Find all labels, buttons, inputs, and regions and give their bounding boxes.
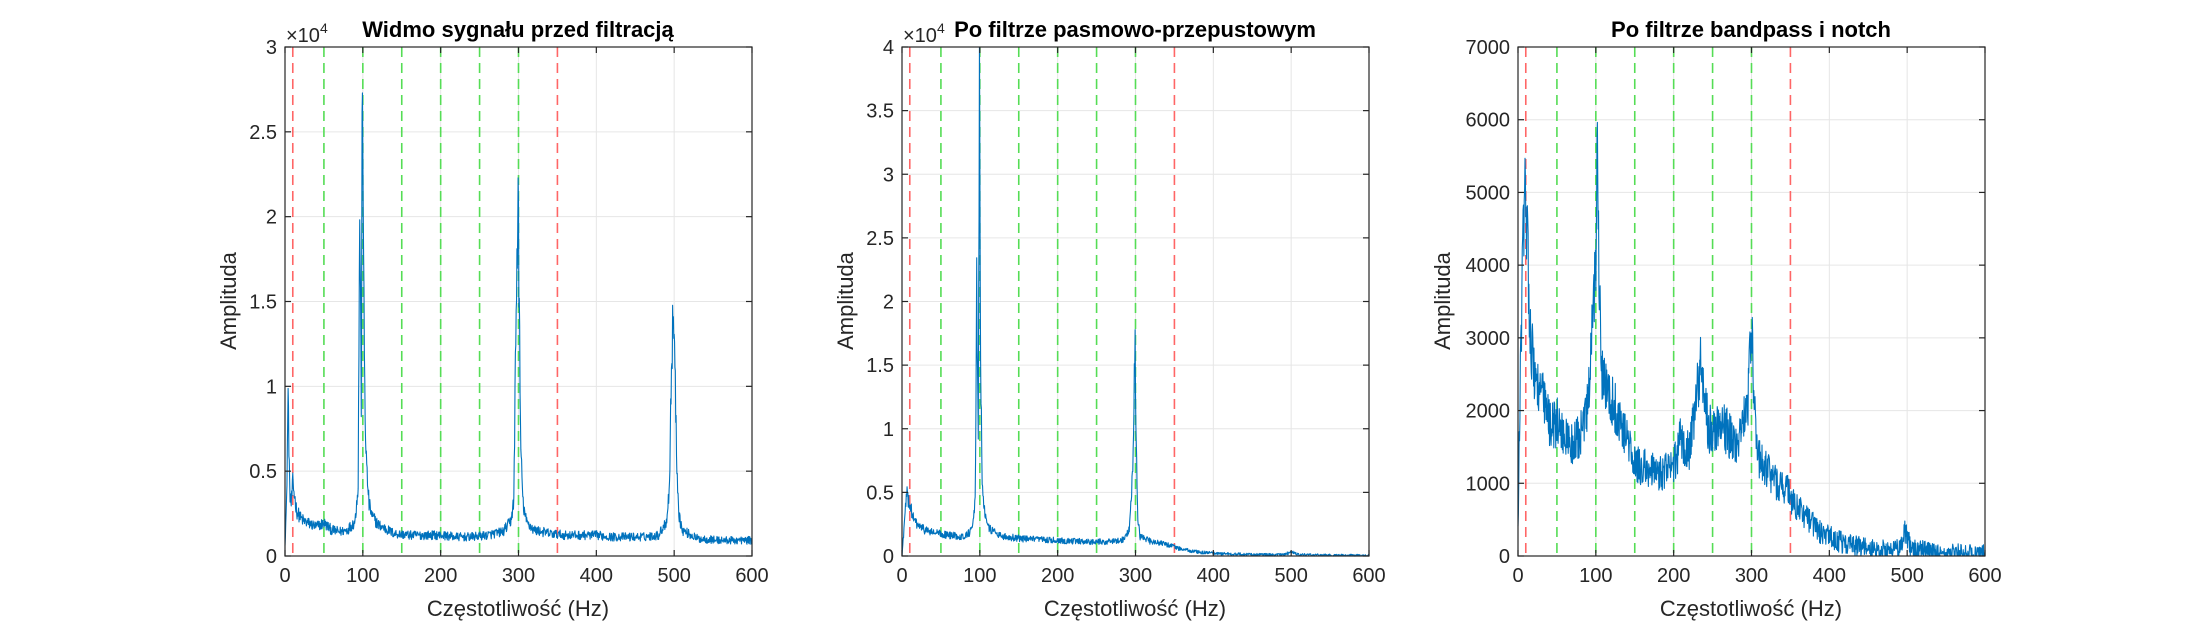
chart-panel-after-bandpass: 0 100 200 300 400 500 600 0 0.5 1 1.5 2 2.5 3 3.5 4 Po … bbox=[833, 17, 1386, 621]
x-tick-label: 300 bbox=[502, 565, 535, 587]
x-tick-label: 100 bbox=[1579, 565, 1612, 587]
y-tick-label: 2 bbox=[883, 292, 894, 314]
y-exponent-power: 4 bbox=[320, 20, 328, 36]
x-tick-label: 500 bbox=[657, 565, 690, 587]
x-tick-label: 600 bbox=[1352, 565, 1385, 587]
y-tick-label: 1.5 bbox=[866, 355, 894, 377]
x-tick-label: 0 bbox=[1512, 565, 1523, 587]
y-tick-label: 0.5 bbox=[249, 461, 277, 483]
y-exponent-power: 4 bbox=[937, 20, 945, 36]
y-tick-label: 3 bbox=[266, 37, 277, 59]
y-exponent-label: ×104 bbox=[903, 20, 945, 47]
x-tick-label: 100 bbox=[346, 565, 379, 587]
y-exponent-base: ×10 bbox=[286, 25, 320, 47]
x-axis-label: Częstotliwość (Hz) bbox=[1660, 596, 1842, 621]
data-series bbox=[1517, 121, 1986, 557]
chart-panel-after-bandpass-notch: 0 100 200 300 400 500 600010002000300040005000… bbox=[1430, 17, 2002, 621]
y-tick-label: 5000 bbox=[1466, 182, 1511, 204]
y-tick-label: 1000 bbox=[1466, 473, 1511, 495]
y-exponent-label: ×104 bbox=[286, 20, 328, 47]
x-tick-label: 200 bbox=[424, 565, 457, 587]
series-line bbox=[1517, 121, 1986, 557]
x-tick-label: 600 bbox=[1968, 565, 2001, 587]
y-tick-label: 1 bbox=[883, 419, 894, 441]
y-tick-label: 3 bbox=[883, 164, 894, 186]
x-axis-label: Częstotliwość (Hz) bbox=[1044, 596, 1226, 621]
y-tick-label: 6000 bbox=[1466, 110, 1511, 132]
y-tick-label: 3000 bbox=[1466, 328, 1511, 350]
axes: 0 100 200 300 400 500 600010002000300040005000… bbox=[1466, 37, 2002, 587]
x-tick-label: 500 bbox=[1274, 565, 1307, 587]
y-tick-label: 1 bbox=[266, 376, 277, 398]
series-line bbox=[284, 92, 753, 546]
chart-title: Po filtrze pasmowo-przepustowym bbox=[954, 17, 1316, 42]
x-tick-label: 600 bbox=[735, 565, 768, 587]
x-tick-label: 400 bbox=[580, 565, 613, 587]
x-tick-label: 100 bbox=[963, 565, 996, 587]
chart-panel-spectrum-before: 0 100 200 300 400 500 600 0 0.5 1 1.5 2 2.5 3 Widmo s… bbox=[216, 17, 769, 621]
axes: 0 100 200 300 400 500 600 0 0.5 1 1.5 2 2.5 3 bbox=[249, 37, 769, 587]
y-axis-label: Amplituda bbox=[216, 251, 241, 350]
x-tick-label: 0 bbox=[279, 565, 290, 587]
y-tick-label: 1.5 bbox=[249, 292, 277, 314]
x-tick-label: 300 bbox=[1735, 565, 1768, 587]
x-tick-label: 400 bbox=[1813, 565, 1846, 587]
y-axis-label: Amplituda bbox=[1430, 251, 1455, 350]
y-tick-label: 0 bbox=[266, 546, 277, 568]
reference-lines bbox=[291, 47, 559, 556]
y-tick-label: 0 bbox=[1499, 546, 1510, 568]
y-tick-label: 2 bbox=[266, 207, 277, 229]
y-tick-label: 4000 bbox=[1466, 255, 1511, 277]
data-series bbox=[284, 92, 753, 546]
chart-title: Po filtrze bandpass i notch bbox=[1611, 17, 1891, 42]
y-tick-label: 3.5 bbox=[866, 101, 894, 123]
y-axis-label: Amplituda bbox=[833, 251, 858, 350]
x-tick-label: 300 bbox=[1119, 565, 1152, 587]
x-tick-label: 200 bbox=[1657, 565, 1690, 587]
x-tick-label: 500 bbox=[1890, 565, 1923, 587]
y-tick-label: 7000 bbox=[1466, 37, 1511, 59]
x-tick-label: 200 bbox=[1041, 565, 1074, 587]
y-tick-label: 4 bbox=[883, 37, 894, 59]
y-exponent-base: ×10 bbox=[903, 25, 937, 47]
y-tick-label: 0 bbox=[883, 546, 894, 568]
reference-lines bbox=[908, 47, 1176, 556]
chart-title: Widmo sygnału przed filtracją bbox=[362, 17, 674, 42]
x-axis-label: Częstotliwość (Hz) bbox=[427, 596, 609, 621]
y-tick-label: 2.5 bbox=[866, 228, 894, 250]
y-tick-label: 2000 bbox=[1466, 401, 1511, 423]
x-tick-label: 0 bbox=[896, 565, 907, 587]
y-tick-label: 0.5 bbox=[866, 482, 894, 504]
x-tick-label: 400 bbox=[1197, 565, 1230, 587]
axes: 0 100 200 300 400 500 600 0 0.5 1 1.5 2 2.5 3 3.5 4 bbox=[866, 37, 1386, 587]
y-tick-label: 2.5 bbox=[249, 122, 277, 144]
